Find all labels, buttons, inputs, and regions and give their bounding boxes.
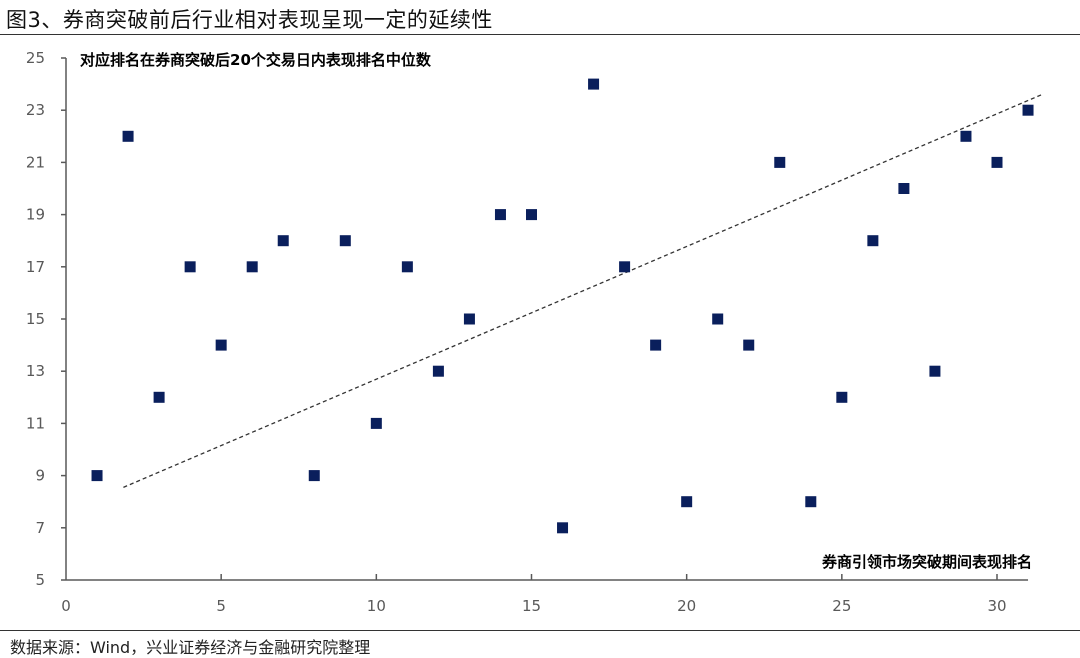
data-point bbox=[929, 365, 941, 377]
data-point bbox=[246, 261, 258, 273]
x-tick-label: 25 bbox=[832, 597, 851, 615]
trendline bbox=[123, 93, 1043, 488]
y-tick-label: 15 bbox=[26, 310, 45, 328]
data-point bbox=[650, 339, 662, 351]
y-tick-label: 23 bbox=[26, 101, 45, 119]
y-tick-label: 21 bbox=[26, 153, 45, 171]
data-point bbox=[991, 156, 1003, 168]
data-point bbox=[494, 209, 506, 221]
y-tick-label: 7 bbox=[35, 519, 45, 537]
data-point bbox=[308, 470, 320, 482]
data-point bbox=[526, 209, 537, 221]
data-point bbox=[712, 313, 724, 325]
y-tick-label: 19 bbox=[26, 206, 45, 224]
data-point bbox=[681, 496, 693, 508]
data-point bbox=[463, 313, 475, 325]
data-point bbox=[960, 130, 972, 142]
data-point bbox=[277, 235, 289, 247]
y-tick-label: 25 bbox=[26, 49, 45, 67]
x-tick-label: 30 bbox=[987, 597, 1006, 615]
data-point bbox=[401, 261, 413, 273]
x-tick-label: 0 bbox=[61, 597, 71, 615]
data-point bbox=[805, 496, 817, 508]
data-point bbox=[774, 156, 786, 168]
x-tick-label: 5 bbox=[216, 597, 226, 615]
data-point bbox=[836, 391, 848, 403]
x-tick-label: 20 bbox=[677, 597, 696, 615]
data-point bbox=[588, 78, 600, 90]
data-points bbox=[91, 78, 1034, 534]
data-point bbox=[153, 391, 165, 403]
data-point bbox=[339, 235, 351, 247]
y-tick-label: 5 bbox=[35, 571, 45, 589]
x-axis-title: 券商引领市场突破期间表现排名 bbox=[822, 553, 1032, 571]
y-axis-title: 对应排名在券商突破后20个交易日内表现排名中位数 bbox=[80, 51, 432, 69]
source-note: 数据来源：Wind，兴业证券经济与金融研究院整理 bbox=[10, 638, 371, 657]
data-point bbox=[215, 339, 227, 351]
top-divider bbox=[0, 34, 1080, 35]
y-tick-label: 13 bbox=[26, 362, 45, 380]
y-tick-label: 9 bbox=[35, 467, 45, 485]
x-tick-label: 15 bbox=[522, 597, 541, 615]
data-point bbox=[370, 417, 382, 429]
data-point bbox=[619, 261, 631, 273]
data-point bbox=[91, 470, 103, 482]
data-point bbox=[557, 522, 569, 534]
data-point bbox=[122, 130, 134, 142]
x-tick-label: 10 bbox=[367, 597, 386, 615]
bottom-divider bbox=[0, 630, 1080, 631]
figure-title: 图3、券商突破前后行业相对表现呈现一定的延续性 bbox=[6, 8, 493, 32]
data-point bbox=[1022, 104, 1034, 116]
y-tick-label: 17 bbox=[26, 258, 45, 276]
data-point bbox=[867, 235, 879, 247]
data-point bbox=[898, 183, 910, 194]
data-point bbox=[432, 365, 444, 377]
data-point bbox=[184, 261, 196, 273]
trendline-dashed bbox=[123, 93, 1043, 488]
data-point bbox=[743, 339, 755, 351]
y-tick-label: 11 bbox=[26, 414, 45, 432]
